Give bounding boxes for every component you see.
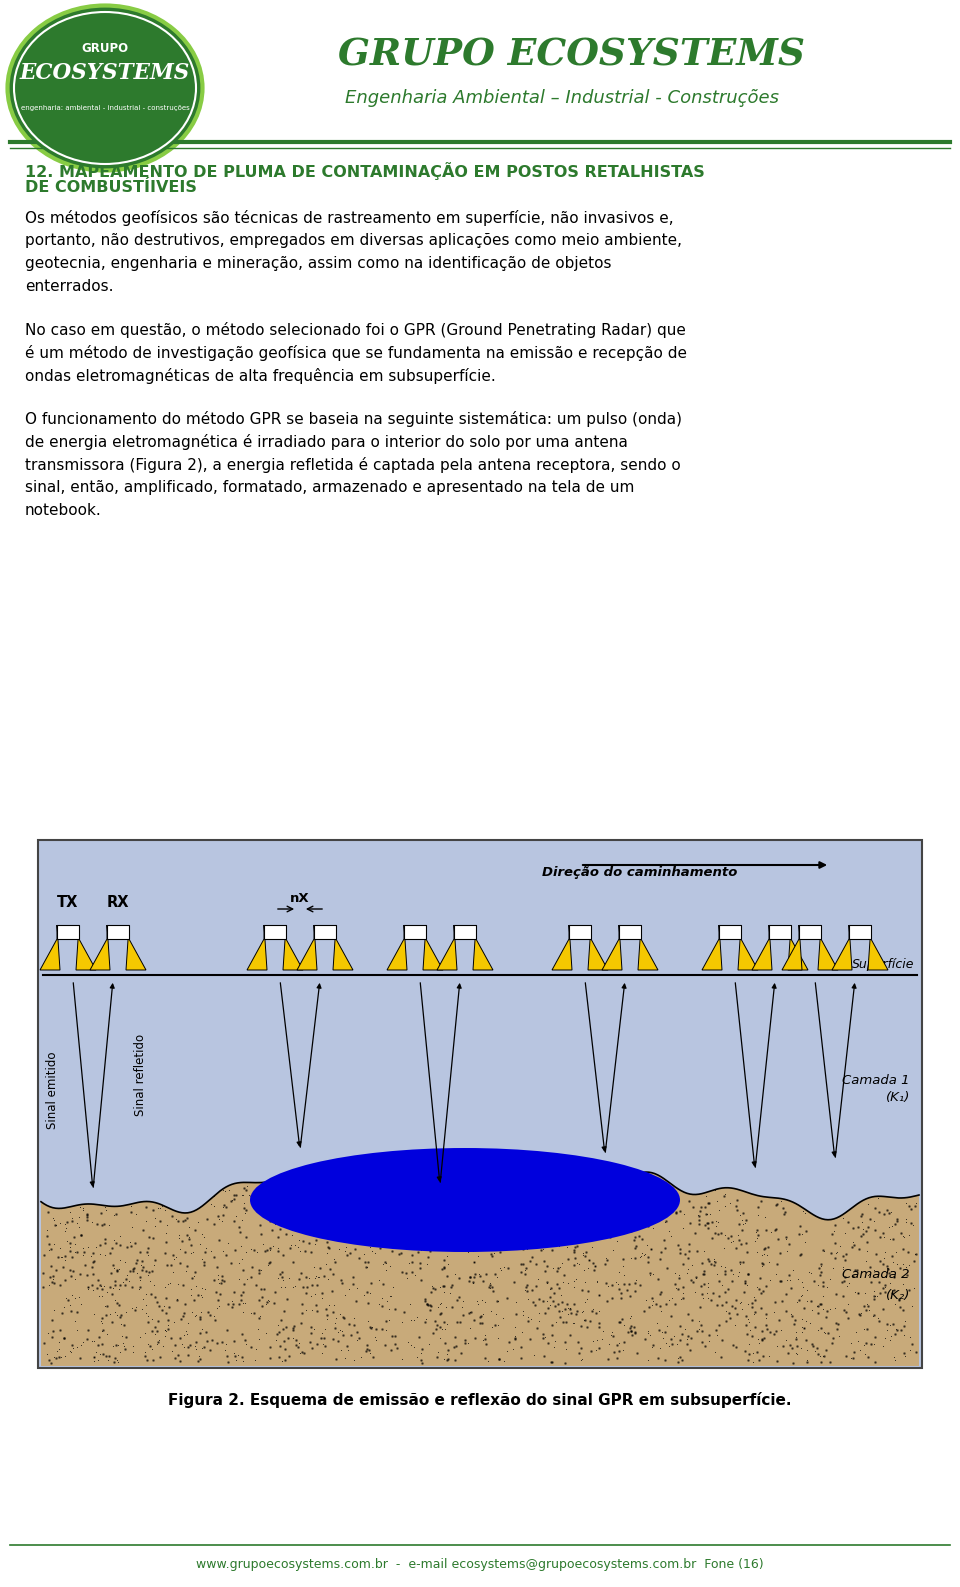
- Polygon shape: [868, 925, 888, 970]
- Bar: [404, 925, 426, 940]
- Text: O funcionamento do método GPR se baseia na seguinte sistemática: um pulso (onda): O funcionamento do método GPR se baseia …: [25, 411, 682, 427]
- Text: Superfície: Superfície: [852, 959, 914, 971]
- Text: engenharia: ambiental - industrial - construções: engenharia: ambiental - industrial - con…: [20, 105, 189, 111]
- Bar: [719, 925, 741, 940]
- Text: transmissora (Figura 2), a energia refletida é captada pela antena receptora, se: transmissora (Figura 2), a energia refle…: [25, 457, 681, 473]
- Polygon shape: [283, 925, 303, 970]
- Text: Os métodos geofísicos são técnicas de rastreamento em superfície, não invasivos : Os métodos geofísicos são técnicas de ra…: [25, 209, 674, 225]
- Bar: [264, 925, 286, 940]
- Polygon shape: [702, 925, 722, 970]
- Text: Camada 2: Camada 2: [843, 1268, 910, 1281]
- Polygon shape: [782, 925, 802, 970]
- Text: No caso em questão, o método selecionado foi o GPR (Ground Penetrating Radar) qu: No caso em questão, o método selecionado…: [25, 322, 685, 338]
- Text: portanto, não destrutivos, empregados em diversas aplicações como meio ambiente,: portanto, não destrutivos, empregados em…: [25, 233, 682, 248]
- Text: www.grupoecosystems.com.br  -  e-mail ecosystems@grupoecosystems.com.br  Fone (1: www.grupoecosystems.com.br - e-mail ecos…: [196, 1558, 764, 1571]
- Bar: [454, 925, 476, 940]
- Text: ondas eletromagnéticas de alta frequência em subsuperfície.: ondas eletromagnéticas de alta frequênci…: [25, 368, 495, 384]
- Polygon shape: [473, 925, 493, 970]
- Polygon shape: [602, 925, 622, 970]
- Text: notebook.: notebook.: [25, 503, 102, 517]
- Bar: [38, 840, 922, 1368]
- Text: TX: TX: [58, 895, 79, 909]
- Polygon shape: [387, 925, 407, 970]
- Polygon shape: [818, 925, 838, 970]
- Text: GRUPO ECOSYSTEMS: GRUPO ECOSYSTEMS: [338, 37, 805, 73]
- Text: DE COMBUSTÍIVEIS: DE COMBUSTÍIVEIS: [25, 179, 197, 195]
- Text: é um método de investigação geofísica que se fundamenta na emissão e recepção de: é um método de investigação geofísica qu…: [25, 344, 687, 360]
- Polygon shape: [423, 925, 443, 970]
- Polygon shape: [752, 925, 772, 970]
- Text: GRUPO: GRUPO: [82, 41, 129, 54]
- Text: ECOSYSTEMS: ECOSYSTEMS: [20, 62, 190, 84]
- Text: nX: nX: [290, 892, 310, 905]
- Polygon shape: [90, 925, 110, 970]
- Bar: [849, 925, 871, 940]
- Bar: [569, 925, 591, 940]
- Polygon shape: [552, 925, 572, 970]
- Text: Direção do caminhamento: Direção do caminhamento: [542, 867, 737, 879]
- Text: RX: RX: [107, 895, 130, 909]
- Polygon shape: [588, 925, 608, 970]
- Text: (K₂): (K₂): [886, 1289, 910, 1301]
- Polygon shape: [788, 925, 808, 970]
- Polygon shape: [40, 925, 60, 970]
- Polygon shape: [333, 925, 353, 970]
- Text: Sinal refletido: Sinal refletido: [133, 1035, 147, 1116]
- Polygon shape: [76, 925, 96, 970]
- Text: sinal, então, amplificado, formatado, armazenado e apresentado na tela de um: sinal, então, amplificado, formatado, ar…: [25, 479, 635, 495]
- Bar: [619, 925, 641, 940]
- Polygon shape: [738, 925, 758, 970]
- Polygon shape: [638, 925, 658, 970]
- Text: geotecnia, engenharia e mineração, assim como na identificação de objetos: geotecnia, engenharia e mineração, assim…: [25, 256, 612, 271]
- Text: Camada 1: Camada 1: [843, 1073, 910, 1087]
- Text: Figura 2. Esquema de emissão e reflexão do sinal GPR em subsuperfície.: Figura 2. Esquema de emissão e reflexão …: [168, 1392, 792, 1408]
- Bar: [799, 925, 821, 940]
- Polygon shape: [437, 925, 457, 970]
- Polygon shape: [247, 925, 267, 970]
- Text: de energia eletromagnética é irradiado para o interior do solo por uma antena: de energia eletromagnética é irradiado p…: [25, 433, 628, 451]
- Bar: [57, 925, 79, 940]
- Polygon shape: [297, 925, 317, 970]
- Ellipse shape: [250, 1147, 680, 1252]
- Text: Engenharia Ambiental – Industrial - Construções: Engenharia Ambiental – Industrial - Cons…: [345, 89, 779, 106]
- Ellipse shape: [8, 5, 203, 170]
- Bar: [314, 925, 336, 940]
- Bar: [107, 925, 129, 940]
- Polygon shape: [126, 925, 146, 970]
- Text: Sinal emitido: Sinal emitido: [45, 1051, 59, 1128]
- Text: enterrados.: enterrados.: [25, 279, 113, 294]
- Polygon shape: [832, 925, 852, 970]
- Bar: [769, 925, 791, 940]
- Text: 12. MAPEAMENTO DE PLUMA DE CONTAMINAÇÃO EM POSTOS RETALHISTAS: 12. MAPEAMENTO DE PLUMA DE CONTAMINAÇÃO …: [25, 162, 705, 179]
- Text: (K₁): (K₁): [886, 1092, 910, 1105]
